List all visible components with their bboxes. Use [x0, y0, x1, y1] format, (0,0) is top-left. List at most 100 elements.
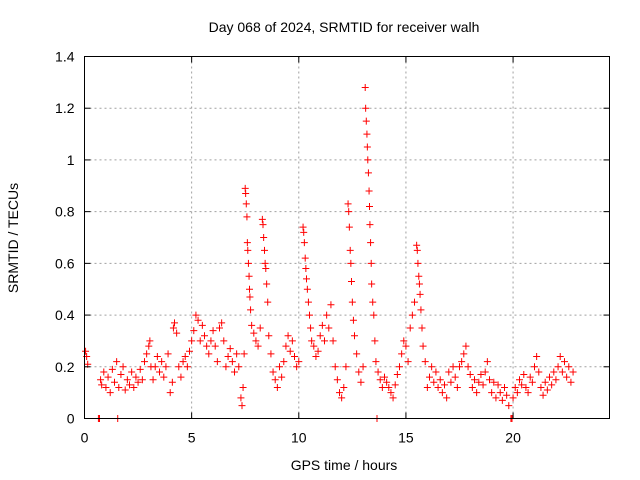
data-point	[308, 337, 316, 345]
data-point	[413, 241, 421, 249]
data-point	[261, 246, 268, 254]
data-point	[513, 389, 521, 397]
data-point	[265, 332, 273, 340]
data-point	[355, 368, 363, 376]
data-point	[389, 394, 397, 402]
data-point	[262, 265, 270, 273]
data-point	[413, 246, 421, 254]
data-point	[183, 363, 191, 371]
data-point	[149, 376, 157, 384]
data-point	[346, 246, 354, 254]
data-point	[345, 223, 353, 231]
data-point	[374, 368, 382, 376]
x-tick-label: 5	[188, 430, 196, 446]
data-point	[318, 321, 326, 329]
data-point	[391, 381, 399, 389]
data-point	[235, 363, 243, 371]
data-point	[108, 365, 116, 373]
data-point	[349, 316, 357, 324]
data-point	[312, 352, 320, 360]
data-point	[186, 347, 193, 355]
data-point	[466, 371, 474, 379]
data-point	[282, 342, 290, 350]
data-point	[447, 378, 455, 386]
data-point	[421, 358, 429, 366]
data-point	[430, 378, 438, 386]
data-point	[441, 381, 448, 389]
data-point	[188, 337, 196, 345]
data-point	[366, 221, 374, 229]
data-point	[310, 342, 318, 350]
data-point	[128, 368, 136, 376]
data-point	[416, 290, 424, 298]
data-point	[97, 376, 105, 384]
data-point	[231, 368, 238, 376]
data-point	[411, 298, 418, 306]
data-point	[246, 285, 253, 293]
data-point	[304, 298, 312, 306]
data-point	[201, 332, 208, 340]
data-point	[535, 368, 543, 376]
data-point	[233, 350, 241, 358]
data-point	[106, 389, 114, 397]
data-point	[117, 371, 125, 379]
data-point	[359, 363, 367, 371]
data-point	[370, 311, 378, 319]
data-point	[273, 383, 281, 391]
data-point	[248, 321, 256, 329]
data-point	[501, 383, 508, 391]
data-point	[371, 337, 379, 345]
data-point	[398, 350, 406, 358]
data-point	[222, 363, 230, 371]
data-point	[256, 324, 264, 332]
y-tick-label: 1.2	[55, 100, 75, 116]
data-point	[121, 386, 129, 394]
data-point	[143, 350, 151, 358]
data-point	[246, 293, 254, 301]
data-point	[363, 130, 371, 138]
data-point	[552, 376, 560, 384]
data-point	[175, 363, 183, 371]
data-point	[351, 332, 358, 340]
data-point	[357, 378, 365, 386]
data-point	[541, 378, 549, 386]
data-point	[238, 402, 246, 410]
data-point	[325, 324, 333, 332]
data-point	[414, 259, 422, 267]
data-point	[198, 321, 206, 329]
y-tick-labels: 0 0.2 0.4 0.6 0.8 1 1.2 1.4	[55, 49, 75, 427]
data-point	[286, 347, 294, 355]
data-point	[471, 376, 478, 384]
data-point	[278, 373, 286, 381]
data-point	[415, 280, 423, 288]
data-point	[456, 363, 463, 371]
data-point	[362, 104, 370, 112]
data-point	[104, 373, 112, 381]
data-point	[404, 358, 412, 366]
chart-title: Day 068 of 2024, SRMTID for receiver wal…	[209, 19, 480, 35]
data-point	[288, 337, 296, 345]
data-point	[415, 272, 423, 280]
data-point	[134, 378, 142, 386]
data-point	[522, 383, 530, 391]
data-point	[153, 352, 161, 360]
data-point	[378, 383, 386, 391]
data-point	[302, 265, 310, 273]
data-point	[462, 342, 470, 350]
data-point	[203, 342, 211, 350]
data-point	[132, 373, 140, 381]
data-point	[168, 378, 176, 386]
data-point	[243, 213, 251, 221]
data-point	[169, 324, 177, 332]
data-point	[473, 389, 481, 397]
data-point	[211, 342, 219, 350]
data-point	[563, 373, 571, 381]
x-tick-label: 0	[81, 430, 89, 446]
data-point	[100, 368, 108, 376]
data-point	[400, 337, 408, 345]
data-point	[252, 337, 260, 345]
data-point	[419, 342, 427, 350]
data-point	[300, 239, 308, 247]
data-point	[141, 358, 148, 366]
